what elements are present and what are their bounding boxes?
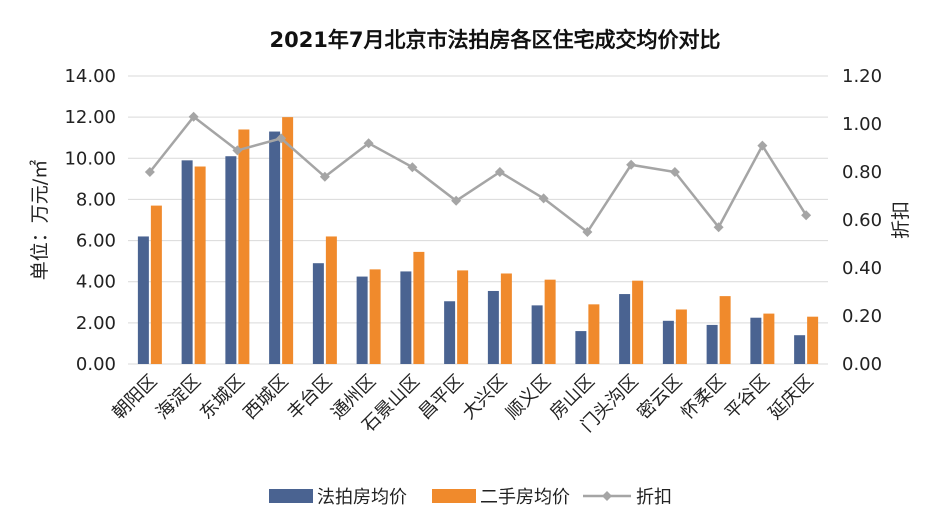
discount-point [451,195,462,206]
discount-line [144,111,812,237]
category-label: 海淀区 [152,371,205,424]
discount-point [144,167,155,177]
legend-label-resale: 二手房均价 [480,487,570,508]
bar-auction [794,335,806,364]
discount-polyline [148,115,808,234]
bar-resale [457,270,469,364]
bar-auction [619,294,631,364]
right-tick-label: 1.00 [842,114,882,135]
y2-axis-label: 折扣 [890,201,912,239]
bar-resale [325,236,337,364]
y-axis-label: 单位：万元/㎡ [28,160,51,280]
right-tick-label: 0.40 [842,258,882,279]
bar-resale [719,296,731,364]
bar-auction [137,236,149,364]
bar-resale [413,251,425,364]
category-label: 丰台区 [283,371,336,424]
discount-point [276,133,287,144]
bar-auction [269,131,281,364]
right-tick-label: 0.00 [842,354,882,375]
bar-resale [150,205,162,364]
bar-resale [675,309,687,364]
category-label: 平谷区 [721,371,774,424]
bar-auction [356,276,368,364]
discount-point [494,167,505,177]
bar-auction [444,301,456,364]
discount-point [232,145,243,156]
left-tick-label: 14.00 [64,66,116,87]
bar-resale [588,304,600,364]
category-label: 西城区 [240,371,293,424]
bar-auction [225,156,237,364]
bar-auction [750,317,762,364]
right-axis-ticks: 1.20 1.00 0.80 0.60 0.40 0.20 0.00 [842,66,882,375]
discount-point [713,222,724,233]
discount-point [538,193,549,204]
category-labels: 朝阳区海淀区东城区西城区丰台区通州区石景山区昌平区大兴区顺义区房山区门头沟区密云… [108,371,817,437]
category-label: 密云区 [633,371,686,424]
bar-resale [282,117,294,365]
legend-swatch-resale [432,489,476,503]
legend-label-auction: 法拍房均价 [317,487,407,508]
legend-swatch-auction [269,489,313,503]
right-tick-label: 0.80 [842,162,882,183]
bar-resale [807,316,819,364]
chart-title: 2021年7月北京市法拍房各区住宅成交均价对比 [269,28,720,52]
left-tick-label: 6.00 [76,231,116,252]
discount-point [626,159,637,170]
right-tick-label: 1.20 [842,66,882,87]
bar-resale [238,129,250,364]
discount-point [757,140,768,151]
bar-resale [544,279,556,364]
category-label: 延庆区 [765,371,818,424]
bars [137,117,819,365]
left-tick-label: 8.00 [76,189,116,210]
discount-point [582,227,593,237]
bar-auction [706,324,718,364]
bar-resale [763,313,775,364]
category-label: 东城区 [196,371,249,424]
bar-auction [531,305,543,364]
right-tick-label: 0.60 [842,210,882,231]
category-label: 朝阳区 [108,371,161,424]
category-label: 顺义区 [502,371,555,424]
category-label: 昌平区 [415,371,468,424]
discount-point [363,138,374,149]
bar-resale [369,269,381,364]
category-label: 大兴区 [458,371,511,424]
bar-resale [500,273,512,364]
legend: 法拍房均价 二手房均价 折扣 [269,487,672,508]
bar-auction [575,331,587,364]
bar-auction [487,290,499,364]
left-tick-label: 4.00 [76,272,116,293]
discount-point [669,167,680,177]
discount-point [319,171,330,182]
legend-marker-discount [602,491,612,501]
left-tick-label: 10.00 [64,148,116,169]
bar-auction [312,263,324,364]
right-tick-label: 0.20 [842,306,882,327]
left-tick-label: 2.00 [76,313,116,334]
bar-auction [662,320,674,364]
left-axis-ticks: 14.00 12.00 10.00 8.00 6.00 4.00 2.00 0.00 [64,66,116,375]
discount-point [407,162,418,173]
bar-resale [194,166,206,364]
bar-resale [632,280,644,364]
discount-point [188,111,199,122]
category-label: 怀柔区 [677,371,730,424]
legend-label-discount: 折扣 [636,487,672,508]
bar-auction [400,271,412,364]
left-tick-label: 0.00 [76,354,116,375]
bar-auction [181,160,193,364]
discount-point [801,210,812,221]
left-tick-label: 12.00 [64,107,116,128]
